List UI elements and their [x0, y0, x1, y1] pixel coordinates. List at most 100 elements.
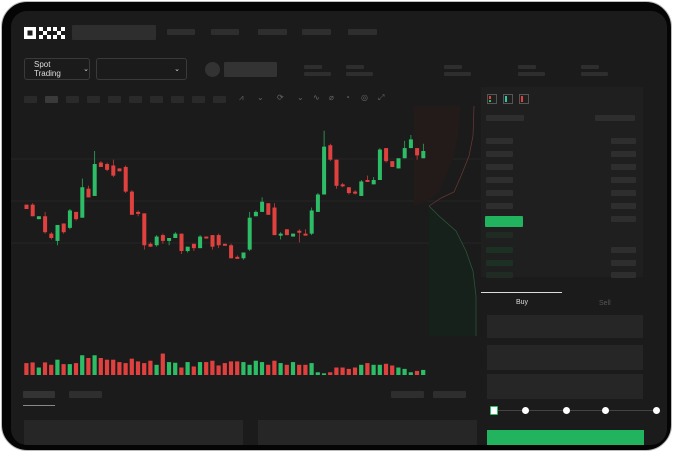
magnet-icon[interactable]: ◔	[345, 93, 350, 102]
volume-bar	[210, 360, 215, 375]
pair-selector[interactable]: ⌄	[96, 58, 187, 80]
volume-bar	[154, 364, 159, 375]
volume-bar	[340, 367, 345, 375]
volume-bar	[142, 363, 147, 375]
candle-body	[154, 236, 159, 246]
slider-step[interactable]	[602, 407, 609, 414]
timeframe-icon[interactable]: ⟳	[277, 93, 284, 102]
filter-button[interactable]	[433, 391, 466, 398]
indicator-icon[interactable]: ⩘	[239, 93, 244, 102]
volume-bar	[61, 364, 66, 375]
candle-body	[61, 223, 66, 233]
leverage-slider[interactable]	[490, 406, 660, 415]
candle-body	[148, 243, 153, 247]
candle-body	[346, 187, 351, 194]
buy-tab-underline	[481, 292, 562, 293]
fullscreen-icon[interactable]: ⤢	[378, 93, 385, 102]
price-input[interactable]	[487, 315, 643, 338]
tab-open-orders[interactable]	[23, 391, 55, 398]
orderbook-asks-icon[interactable]	[519, 94, 529, 104]
tab-history[interactable]	[69, 391, 102, 398]
candle	[74, 211, 79, 221]
volume-bar	[241, 362, 246, 375]
chevron-down-icon[interactable]: ⌄	[257, 93, 264, 102]
volume-bar	[197, 362, 203, 375]
candle-body	[415, 148, 420, 156]
candle-body	[185, 246, 190, 252]
slider-handle[interactable]	[490, 406, 498, 415]
candle-body	[328, 145, 333, 160]
slider-step[interactable]	[522, 407, 529, 414]
filter-button[interactable]	[391, 391, 424, 398]
target-icon[interactable]: ◎	[361, 93, 368, 102]
nav-item[interactable]	[211, 29, 239, 35]
candle	[260, 197, 265, 212]
volume-bar	[284, 364, 289, 375]
search-bar[interactable]	[72, 25, 156, 40]
candle-body	[359, 181, 364, 196]
candlestick-chart[interactable]	[11, 106, 481, 386]
volume-bar	[272, 360, 277, 375]
volume-bar	[235, 361, 240, 375]
chart-tool-button	[45, 96, 58, 103]
nav-item[interactable]	[348, 29, 377, 35]
tab-buy[interactable]: Buy	[516, 299, 529, 306]
candle	[340, 182, 345, 188]
chart-tool-button	[150, 96, 163, 103]
candle-body	[216, 235, 221, 246]
volume-bar	[402, 368, 407, 375]
order-card	[258, 420, 477, 445]
line-icon[interactable]: ∿	[313, 93, 320, 102]
ask-price	[486, 190, 513, 196]
candle-body	[365, 180, 370, 182]
stat-label	[581, 65, 599, 69]
candle	[346, 187, 351, 195]
candle	[222, 243, 227, 246]
candle-body	[24, 204, 29, 209]
candle	[24, 204, 29, 209]
candle	[322, 130, 327, 195]
pen-icon[interactable]: ⌀	[329, 93, 334, 102]
candle-body	[117, 168, 122, 172]
slider-step[interactable]	[563, 407, 570, 414]
total-input[interactable]	[487, 374, 643, 399]
candle	[396, 158, 401, 169]
tab-sell[interactable]: Sell	[599, 300, 611, 307]
volume-bar	[266, 364, 271, 375]
trading-screen: Spot Trading ⌄ ⌄ ⩘ ⌄ ⟳ ⌄ ∿ ⌀ ◔ ◎ ⤢	[11, 11, 667, 445]
chevron-down-icon[interactable]: ⌄	[297, 93, 304, 102]
stat-value	[346, 72, 373, 76]
candle	[105, 162, 110, 172]
volume-bar	[303, 364, 308, 375]
volume-bar	[179, 367, 184, 375]
candle-body	[67, 210, 72, 228]
chart-tool-button	[24, 96, 37, 103]
candle	[235, 255, 240, 259]
candle-body	[191, 243, 196, 249]
volume-bar	[135, 361, 141, 375]
volume-bar	[148, 360, 153, 375]
orderbook-bids-icon[interactable]	[503, 94, 513, 104]
slider-step[interactable]	[653, 407, 660, 414]
chevron-down-icon: ⌄	[83, 66, 89, 73]
candle-body	[204, 236, 209, 239]
candle-body	[173, 233, 178, 238]
candle	[167, 238, 172, 246]
nav-item[interactable]	[258, 29, 287, 35]
nav-item[interactable]	[167, 29, 195, 35]
candle	[309, 207, 314, 236]
candle	[390, 161, 395, 167]
nav-item[interactable]	[302, 29, 331, 35]
volume-bar	[42, 362, 48, 375]
volume-bar	[166, 362, 172, 375]
candle-body	[222, 243, 227, 246]
orderbook-both-icon[interactable]	[487, 94, 497, 104]
candle-body	[80, 187, 85, 218]
buy-button[interactable]	[487, 430, 644, 445]
market-selector[interactable]: Spot Trading ⌄	[24, 58, 90, 80]
candle	[303, 229, 308, 236]
active-tab-underline	[23, 405, 55, 406]
ask-price	[486, 177, 513, 183]
candle-body	[272, 207, 277, 236]
amount-input[interactable]	[487, 345, 643, 370]
